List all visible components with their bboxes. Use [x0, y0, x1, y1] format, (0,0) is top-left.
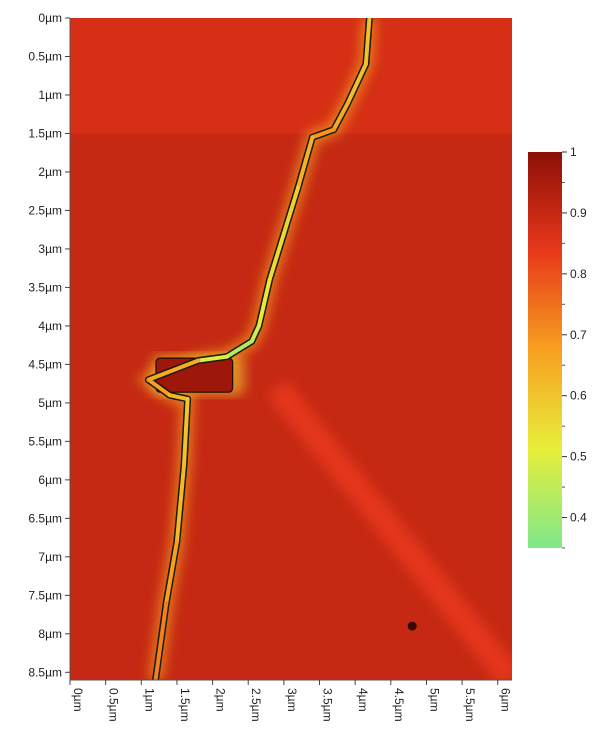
y-tick-label: 5.5µm: [28, 434, 62, 448]
y-tick-label: 3µm: [38, 242, 62, 256]
boundary-segment: [346, 62, 368, 105]
y-tick-label: 8µm: [38, 627, 62, 641]
y-tick-label: 2.5µm: [28, 203, 62, 217]
x-tick-label: 2.5µm: [249, 688, 263, 722]
y-tick-label: 4µm: [38, 319, 62, 333]
x-tick-label: 0µm: [71, 688, 85, 712]
y-tick-label: 0µm: [38, 11, 62, 25]
y-tick-label: 1µm: [38, 88, 62, 102]
colorbar-tick-label: 0.4: [570, 511, 587, 525]
boundary-segment: [281, 185, 301, 236]
x-tick-label: 2µm: [214, 688, 228, 712]
x-tick-label: 4.5µm: [392, 688, 406, 722]
x-tick-label: 1.5µm: [178, 688, 192, 722]
boundary-segment: [174, 462, 187, 544]
boundary-segment: [153, 601, 169, 680]
x-tick-label: 4µm: [356, 688, 370, 712]
y-tick-label: 7.5µm: [28, 588, 62, 602]
x-tick-label: 3.5µm: [321, 688, 335, 722]
x-tick-label: 5.5µm: [463, 688, 477, 722]
boundary-segment: [196, 354, 229, 363]
colorbar-tick-label: 0.9: [570, 206, 587, 220]
x-tick-label: 0.5µm: [107, 688, 121, 722]
x-tick-label: 6µm: [499, 688, 513, 712]
y-tick-label: 8.5µm: [28, 665, 62, 679]
boundary-segment: [249, 323, 261, 344]
grain-boundary: [135, 18, 417, 680]
heatmap-field: [70, 18, 512, 680]
colorbar: 0.4 0.5 0.6 0.7 0.8 0.9 1: [528, 145, 587, 549]
y-tick-label: 5µm: [38, 396, 62, 410]
boundary-segment: [267, 231, 286, 282]
boundary-segment: [182, 397, 190, 467]
boundary-segment: [363, 18, 372, 67]
x-tick-label: 3µm: [285, 688, 299, 712]
boundary-segment: [310, 127, 336, 140]
x-tick-label: 5µm: [427, 688, 441, 712]
x-axis: 0µm 0.5µm 1µm 1.5µm 2µm 2.5µm 3µm 3.5µm 4µm 4.5µm…: [69, 679, 513, 722]
colorbar-scale: [528, 152, 562, 548]
y-tick-label: 6µm: [38, 473, 62, 487]
colorbar-tick-label: 1: [570, 145, 577, 159]
boundary-segment: [296, 135, 315, 190]
boundary-segment: [224, 339, 254, 359]
y-tick-label: 4.5µm: [28, 357, 62, 371]
boundary-segment: [256, 277, 272, 328]
boundary-segment: [331, 100, 351, 132]
upper-grain-region: [70, 18, 512, 134]
diagonal-boundary-band: [266, 379, 512, 680]
y-tick-label: 0.5µm: [28, 49, 62, 63]
x-tick-label: 1µm: [142, 688, 156, 712]
y-tick-label: 1.5µm: [28, 126, 62, 140]
boundary-segment: [146, 358, 201, 382]
colorbar-tick-label: 0.6: [570, 389, 587, 403]
colorbar-tick-label: 0.7: [570, 328, 587, 342]
colorbar-tick-label: 0.5: [570, 450, 587, 464]
y-tick-label: 6.5µm: [28, 511, 62, 525]
dark-point: [407, 621, 417, 631]
boundary-segment: [164, 539, 179, 606]
y-tick-label: 7µm: [38, 550, 62, 564]
colorbar-tick-label: 0.8: [570, 267, 587, 281]
boundary-segment: [167, 393, 190, 402]
boundary-segment: [146, 377, 172, 398]
y-tick-label: 3.5µm: [28, 280, 62, 294]
y-tick-label: 2µm: [38, 165, 62, 179]
y-axis: 0µm 0.5µm 1µm 1.5µm 2µm 2.5µm 3µm 3.5µm 4µm 4.5µm…: [28, 11, 71, 680]
